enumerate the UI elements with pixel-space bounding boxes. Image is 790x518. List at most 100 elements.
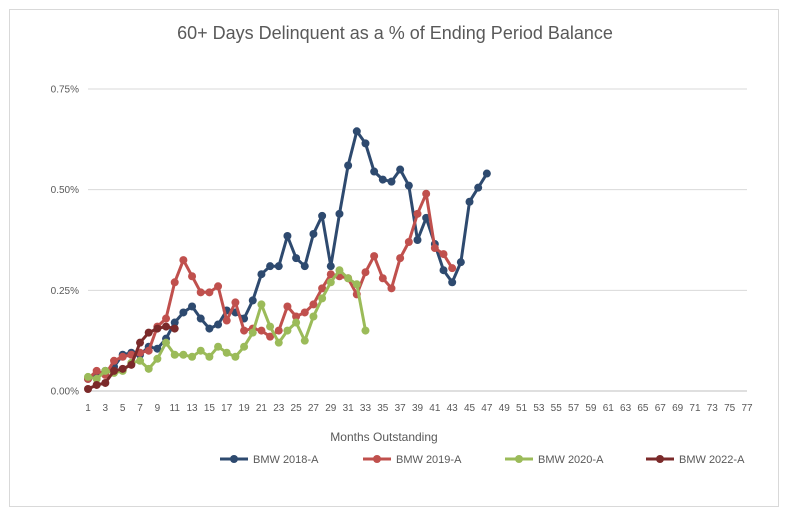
series-line <box>86 129 489 381</box>
series-lines <box>84 127 491 393</box>
data-point <box>101 366 110 375</box>
data-point <box>326 278 335 287</box>
data-point <box>214 282 223 291</box>
data-point <box>257 326 266 335</box>
data-point <box>292 254 301 263</box>
data-point <box>231 298 240 307</box>
data-point <box>162 338 171 347</box>
x-tick-label: 57 <box>568 403 580 414</box>
x-tick-label: 1 <box>85 403 91 414</box>
data-point <box>144 364 153 373</box>
data-point <box>361 326 370 335</box>
legend: BMW 2018-A BMW 2019-A BMW 2020-A BMW 2022-A <box>220 454 745 466</box>
legend-marker <box>230 455 238 463</box>
x-tick-label: 21 <box>256 403 268 414</box>
data-point <box>370 252 379 261</box>
data-point <box>110 366 119 375</box>
data-point <box>448 264 457 273</box>
data-point <box>205 324 214 333</box>
legend-marker <box>656 455 664 463</box>
x-tick-label: 19 <box>239 403 251 414</box>
x-tick-label: 29 <box>325 403 337 414</box>
data-point <box>162 322 171 331</box>
x-tick-label: 61 <box>603 403 615 414</box>
data-point <box>266 332 275 341</box>
data-point <box>283 326 292 335</box>
data-point <box>387 284 396 293</box>
data-point <box>170 318 179 327</box>
data-point <box>292 312 301 321</box>
data-point <box>439 266 448 275</box>
series-bmw-2019-a <box>84 189 457 383</box>
data-point <box>422 213 431 222</box>
data-point <box>309 300 318 309</box>
data-point <box>318 294 327 303</box>
data-point <box>378 175 387 184</box>
data-point <box>448 278 457 287</box>
series-bmw-2018-a <box>84 127 491 383</box>
x-tick-label: 35 <box>377 403 389 414</box>
data-point <box>326 270 335 279</box>
data-point <box>188 302 197 311</box>
x-tick-label: 43 <box>447 403 459 414</box>
x-tick-label: 49 <box>499 403 511 414</box>
data-point <box>266 322 275 331</box>
data-point <box>361 268 370 277</box>
data-point <box>136 338 145 347</box>
data-point <box>205 352 214 361</box>
data-point <box>465 197 474 206</box>
data-point <box>300 308 309 317</box>
data-point <box>422 189 431 198</box>
x-tick-label: 11 <box>170 403 181 414</box>
data-point <box>344 274 353 283</box>
data-point <box>274 262 283 271</box>
x-axis-title: Months Outstanding <box>330 430 437 444</box>
x-tick-label: 23 <box>273 403 285 414</box>
data-point <box>153 324 162 333</box>
data-point <box>162 314 171 323</box>
data-point <box>248 296 257 305</box>
x-tick-label: 63 <box>620 403 632 414</box>
data-point <box>214 342 223 351</box>
legend-label: BMW 2019-A <box>396 454 462 466</box>
data-point <box>292 318 301 327</box>
data-point <box>153 344 162 353</box>
x-tick-label: 71 <box>689 403 701 414</box>
x-tick-label: 15 <box>204 403 216 414</box>
data-point <box>92 380 101 389</box>
data-point <box>170 278 179 287</box>
x-tick-label: 53 <box>533 403 545 414</box>
data-point <box>222 348 231 357</box>
data-point <box>370 167 379 176</box>
data-point <box>413 236 422 244</box>
data-point <box>456 258 465 267</box>
data-point <box>205 288 214 297</box>
x-tick-label: 5 <box>120 403 126 414</box>
x-tick-label: 73 <box>707 403 719 414</box>
data-point <box>387 177 396 186</box>
data-point <box>196 314 205 323</box>
data-point <box>474 183 483 192</box>
data-point <box>300 262 309 271</box>
x-tick-label: 67 <box>655 403 667 414</box>
x-tick-label: 77 <box>741 403 753 414</box>
data-point <box>92 374 101 383</box>
data-point <box>396 254 405 263</box>
legend-item: BMW 2019-A <box>363 454 462 466</box>
data-point <box>335 209 344 218</box>
legend-marker <box>515 455 523 463</box>
chart-title: 60+ Days Delinquent as a % of Ending Per… <box>177 23 613 43</box>
data-point <box>118 352 127 361</box>
data-point <box>240 342 249 351</box>
data-point <box>101 378 110 387</box>
data-point <box>344 161 353 170</box>
data-point <box>352 280 361 289</box>
data-point <box>318 284 327 293</box>
data-point <box>240 326 249 335</box>
data-point <box>84 372 92 381</box>
x-tick-label: 75 <box>724 403 736 414</box>
data-point <box>309 229 318 238</box>
data-point <box>214 320 223 329</box>
data-point <box>361 139 370 148</box>
data-point <box>257 300 266 309</box>
